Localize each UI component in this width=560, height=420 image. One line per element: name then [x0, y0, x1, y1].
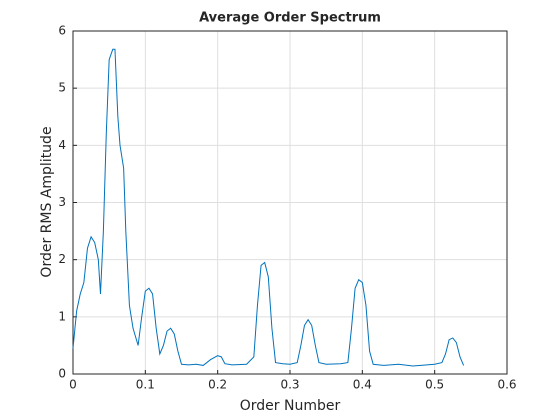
y-tick-label: 4 — [58, 138, 66, 152]
y-tick-label: 1 — [58, 309, 66, 323]
x-axis-label: Order Number — [240, 398, 341, 414]
y-tick-label: 5 — [58, 81, 66, 95]
x-tick-label: 0.3 — [280, 378, 299, 392]
x-tick-label: 0.1 — [136, 378, 155, 392]
y-tick-label: 0 — [58, 367, 66, 381]
data-line — [72, 48, 465, 367]
y-tick-label: 2 — [58, 252, 66, 266]
y-tick-label: 6 — [58, 24, 66, 38]
axes-box — [72, 30, 508, 375]
x-tick-label: 0.4 — [353, 378, 372, 392]
x-tick-label: 0.2 — [208, 378, 227, 392]
y-tick-label: 3 — [58, 195, 66, 209]
chart-title: Average Order Spectrum — [199, 11, 381, 26]
x-tick-label: 0.6 — [497, 378, 516, 392]
y-axis-label: Order RMS Amplitude — [39, 126, 55, 277]
x-tick-label: 0.5 — [425, 378, 444, 392]
x-tick-label: 0 — [69, 378, 77, 392]
